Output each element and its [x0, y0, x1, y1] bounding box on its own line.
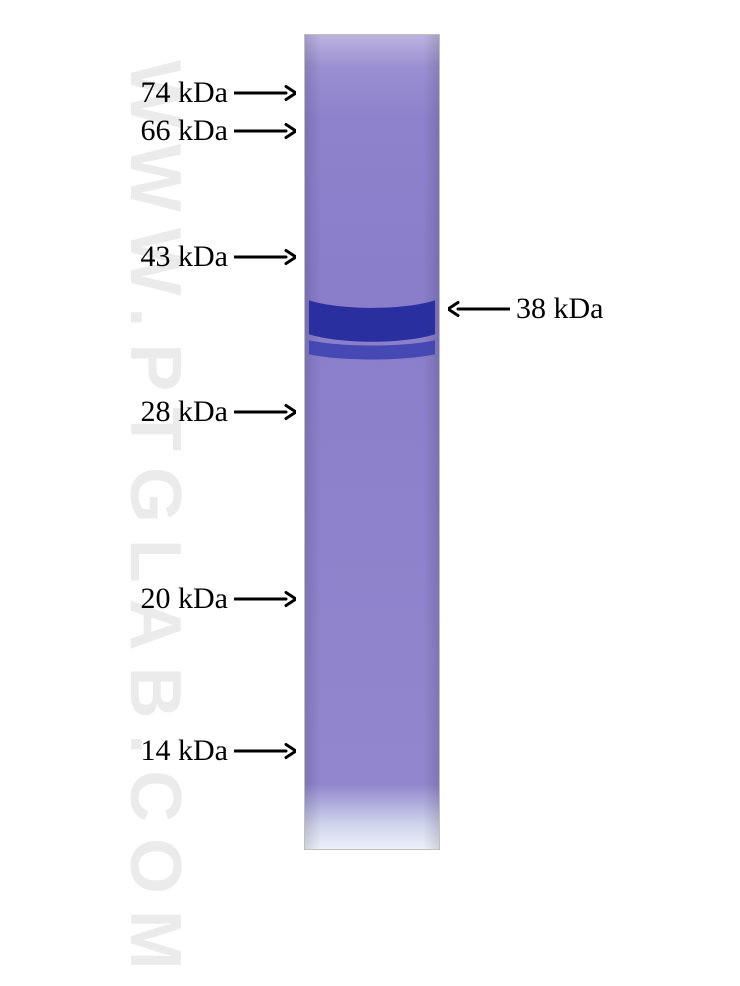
marker-left-5: 14 kDa [141, 734, 296, 768]
marker-left-label-2: 43 kDa [141, 240, 228, 274]
gel-lane-container [304, 34, 440, 850]
marker-left-1: 66 kDa [141, 114, 296, 148]
marker-left-label-1: 66 kDa [141, 114, 228, 148]
marker-left-0: 74 kDa [141, 76, 296, 110]
arrow-right-icon [234, 247, 296, 267]
arrow-right-icon [234, 402, 296, 422]
watermark-text: WWW.PTGLAB.COM [114, 60, 196, 986]
marker-left-3: 28 kDa [141, 395, 296, 429]
gel-lane [304, 34, 440, 850]
arrow-right-icon [234, 121, 296, 141]
arrow-right-icon [234, 589, 296, 609]
marker-left-4: 20 kDa [141, 582, 296, 616]
marker-left-label-4: 20 kDa [141, 582, 228, 616]
arrow-left-icon [448, 299, 510, 319]
marker-right-label-0: 38 kDa [516, 292, 603, 326]
marker-left-label-3: 28 kDa [141, 395, 228, 429]
marker-right-0: 38 kDa [448, 292, 603, 326]
marker-left-label-0: 74 kDa [141, 76, 228, 110]
arrow-right-icon [234, 83, 296, 103]
marker-left-label-5: 14 kDa [141, 734, 228, 768]
marker-left-2: 43 kDa [141, 240, 296, 274]
arrow-right-icon [234, 741, 296, 761]
